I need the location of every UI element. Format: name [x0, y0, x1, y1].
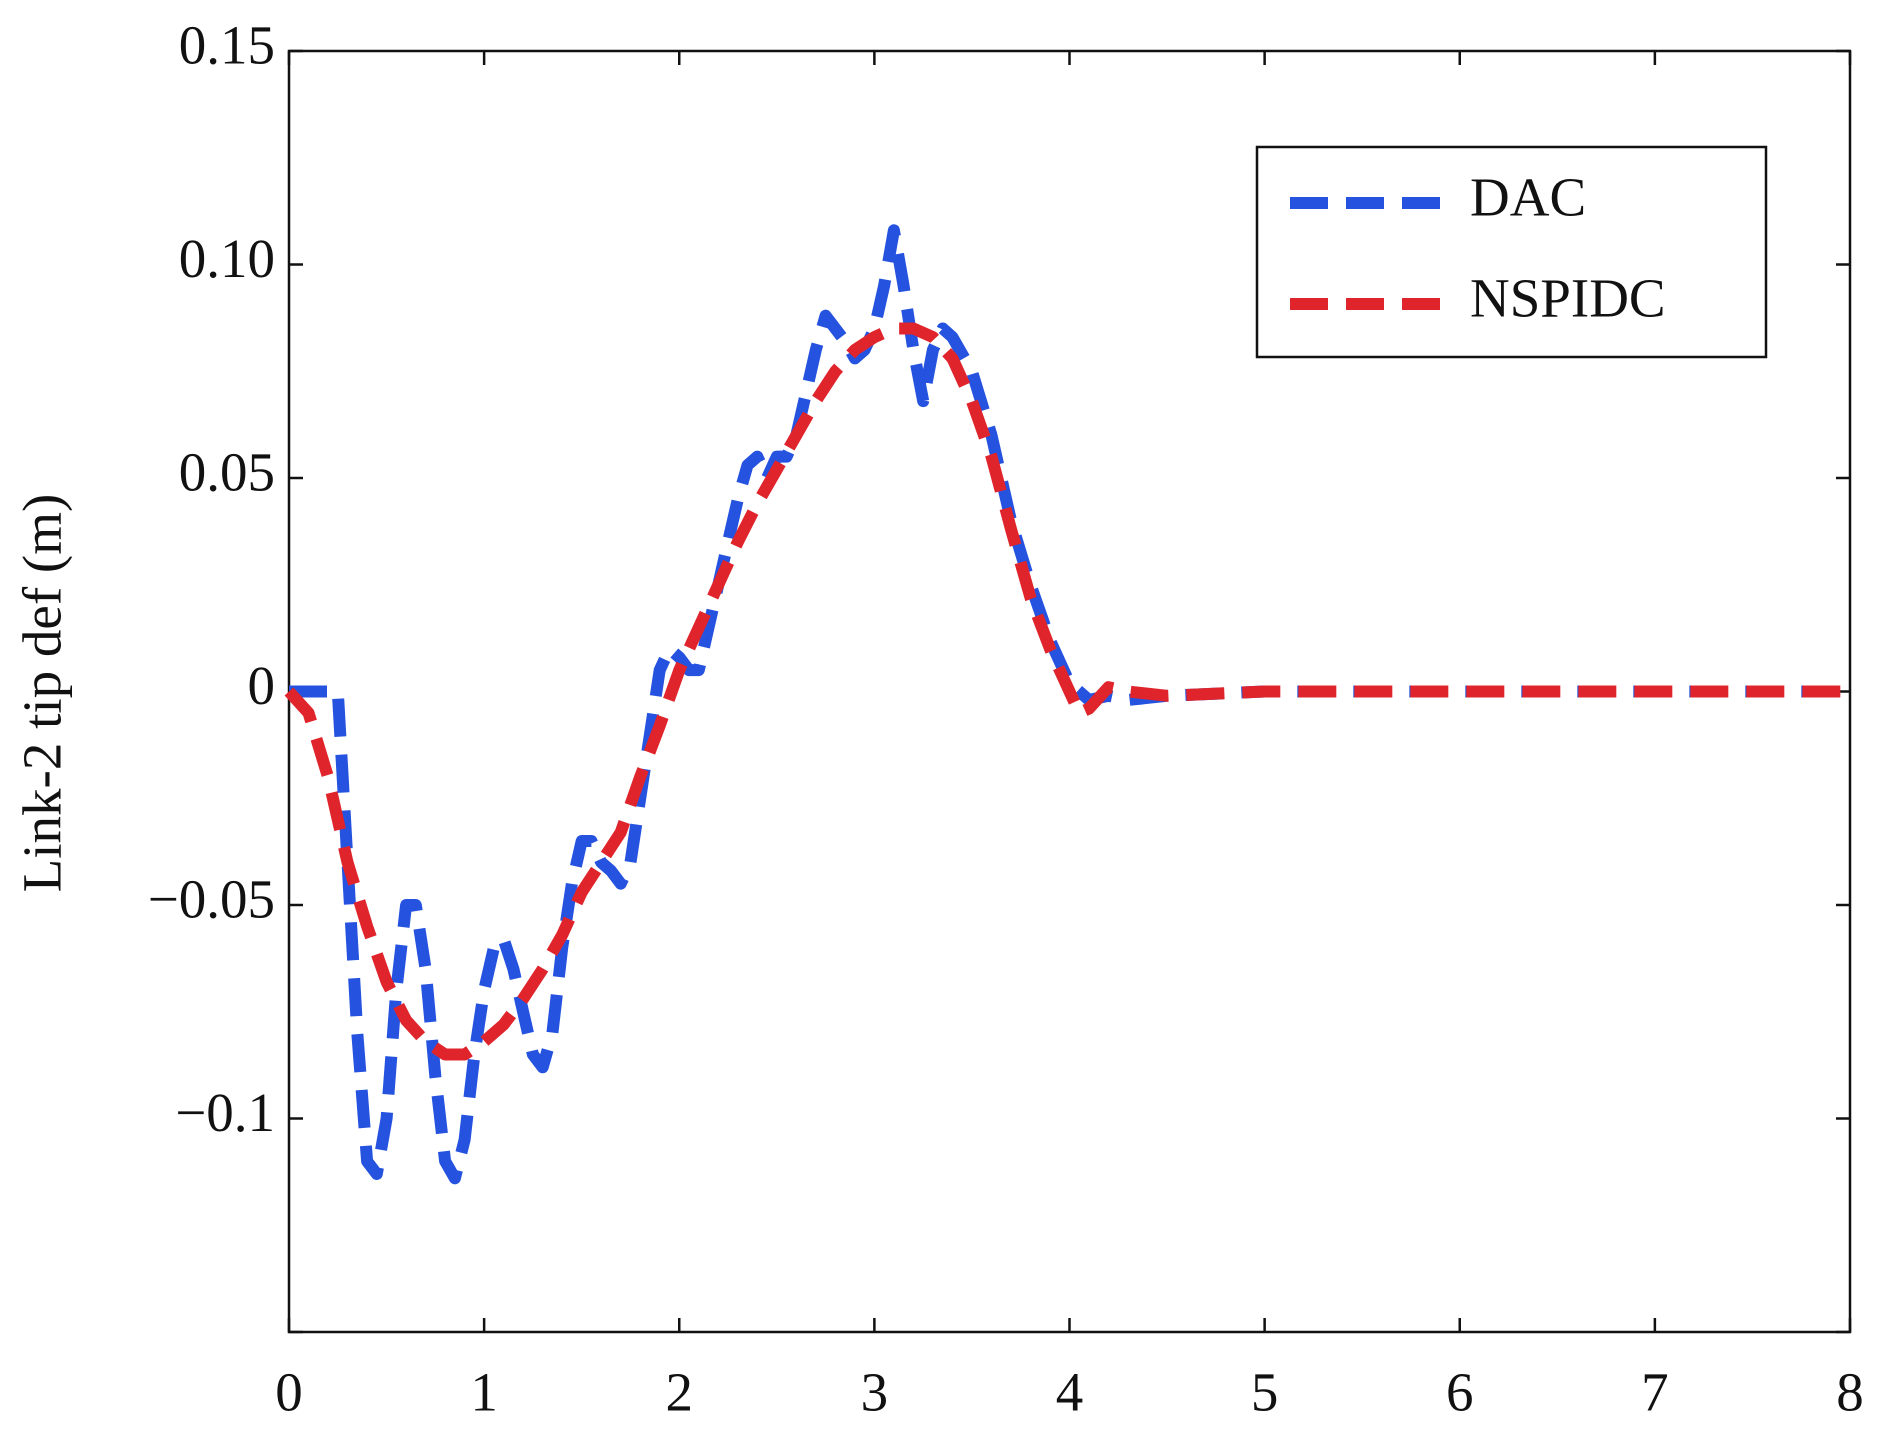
- x-tick-label: 1: [470, 1362, 498, 1423]
- x-tick-label: 0: [275, 1362, 303, 1423]
- x-tick-label: 3: [861, 1362, 889, 1423]
- data-line: [289, 224, 1850, 1185]
- x-tick-label: 4: [1056, 1362, 1084, 1423]
- legend: DAC NSPIDC: [1255, 145, 1768, 359]
- y-tick-label: −0.1: [175, 1082, 275, 1143]
- x-tick-label: 6: [1446, 1362, 1474, 1423]
- x-tick-label: 2: [666, 1362, 694, 1423]
- y-tick-label: 0.05: [179, 442, 275, 503]
- y-axis-label: Link-2 tip def (m): [12, 494, 73, 893]
- x-tick-label: 8: [1836, 1362, 1864, 1423]
- legend-label: DAC: [1470, 167, 1586, 228]
- data-line: [284, 322, 1850, 1061]
- legend-label: NSPIDC: [1470, 268, 1666, 329]
- legend-box: [1255, 145, 1768, 359]
- x-tick-label: 5: [1251, 1362, 1279, 1423]
- y-tick-label: 0: [248, 655, 276, 716]
- x-tick-label: 7: [1641, 1362, 1669, 1423]
- y-tick-label: −0.05: [148, 869, 275, 930]
- y-tick-label: 0.15: [179, 15, 275, 76]
- y-tick-label: 0.10: [179, 228, 275, 289]
